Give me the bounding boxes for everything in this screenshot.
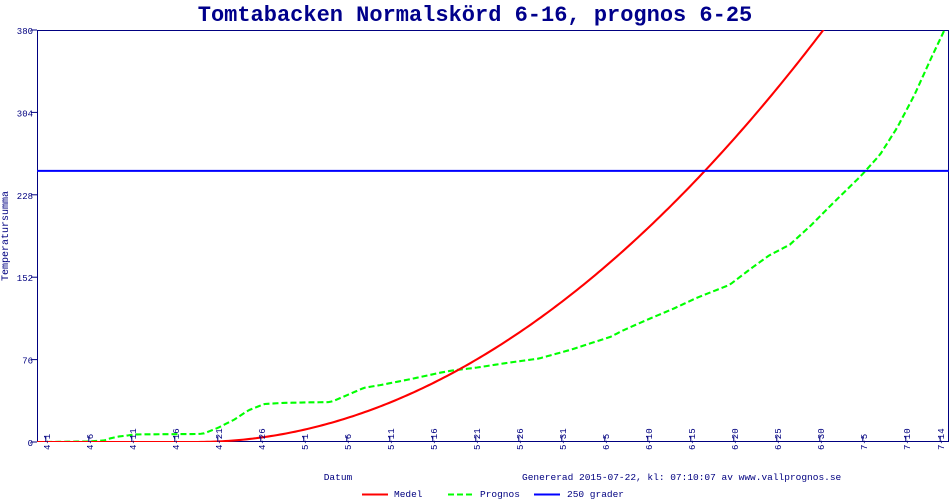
svg-text:4-26: 4-26 <box>258 428 268 450</box>
svg-text:5-26: 5-26 <box>516 428 526 450</box>
svg-text:Temperatursumma: Temperatursumma <box>1 191 12 281</box>
svg-text:4-6: 4-6 <box>86 434 96 450</box>
svg-text:5-1: 5-1 <box>301 434 311 450</box>
svg-text:Genererad 2015-07-22, kl: 07:1: Genererad 2015-07-22, kl: 07:10:07 av ww… <box>522 472 842 483</box>
svg-text:5-16: 5-16 <box>430 428 440 450</box>
svg-text:4-11: 4-11 <box>129 428 139 450</box>
svg-text:380: 380 <box>17 27 33 37</box>
svg-text:7-10: 7-10 <box>903 428 913 450</box>
svg-text:152: 152 <box>17 274 33 284</box>
svg-text:5-31: 5-31 <box>559 428 569 450</box>
svg-text:5-21: 5-21 <box>473 428 483 450</box>
svg-text:6-20: 6-20 <box>731 428 741 450</box>
svg-text:Prognos: Prognos <box>480 489 520 500</box>
svg-text:6-15: 6-15 <box>688 428 698 450</box>
svg-text:Datum: Datum <box>324 472 353 483</box>
svg-text:7-14: 7-14 <box>937 428 947 450</box>
svg-text:7-5: 7-5 <box>860 434 870 450</box>
svg-text:5-6: 5-6 <box>344 434 354 450</box>
svg-text:228: 228 <box>17 192 33 202</box>
svg-text:Medel: Medel <box>394 489 423 500</box>
svg-text:Tomtabacken Normalskörd 6-16,: Tomtabacken Normalskörd 6-16, prognos 6-… <box>198 3 753 28</box>
svg-text:6-10: 6-10 <box>645 428 655 450</box>
svg-text:0: 0 <box>28 439 33 449</box>
svg-text:4-1: 4-1 <box>43 434 53 450</box>
svg-text:6-5: 6-5 <box>602 434 612 450</box>
svg-text:250 grader: 250 grader <box>567 489 624 500</box>
svg-text:6-30: 6-30 <box>817 428 827 450</box>
svg-text:6-25: 6-25 <box>774 428 784 450</box>
svg-text:76: 76 <box>22 357 33 367</box>
svg-text:5-11: 5-11 <box>387 428 397 450</box>
svg-text:304: 304 <box>17 109 33 119</box>
svg-text:4-16: 4-16 <box>172 428 182 450</box>
svg-text:4-21: 4-21 <box>215 428 225 450</box>
